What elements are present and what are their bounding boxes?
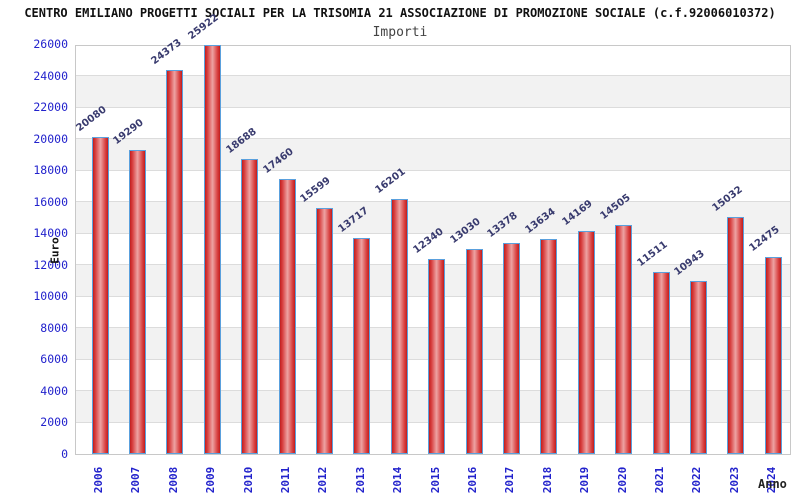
bar-2013: [353, 237, 371, 454]
x-tick-label: 2011: [279, 466, 292, 494]
x-tick-label: 2023: [727, 466, 741, 494]
x-tick-label: 2015: [428, 466, 442, 494]
bar-value-label: 14169: [560, 197, 595, 228]
x-tick-label: 2014: [391, 466, 405, 494]
y-tick-label: 18000: [33, 163, 68, 178]
bar-value-label: 15032: [710, 184, 745, 214]
chart-title: CENTRO EMILIANO PROGETTI SOCIALI PER LA …: [24, 6, 776, 20]
y-tick-label: 24000: [33, 68, 68, 83]
bar-2021: [652, 272, 670, 454]
x-tick-label: 2009: [204, 466, 218, 494]
bar-value-label: 17460: [261, 145, 296, 176]
bar-value-label: 18688: [223, 126, 259, 157]
bar-2022: [689, 281, 707, 454]
bar-2016: [465, 248, 483, 454]
y-tick-label: 26000: [33, 37, 68, 51]
gridline: [76, 138, 790, 140]
bar-value-label: 12340: [410, 226, 446, 257]
bar-2014: [390, 198, 408, 454]
bar-2006: [91, 137, 109, 454]
bar-2019: [577, 230, 595, 454]
y-tick-label: 12000: [33, 257, 68, 272]
bar-value-label: 24373: [149, 36, 184, 67]
y-tick-label: 0: [61, 447, 68, 461]
bar-2020: [615, 225, 633, 454]
x-tick-label: 2008: [166, 466, 180, 494]
gridline: [76, 106, 790, 108]
y-tick-label: 2000: [40, 415, 68, 430]
bar-2023: [727, 216, 745, 454]
bar-2017: [502, 243, 520, 454]
bar-value-label: 13717: [336, 204, 371, 235]
x-tick-label: 2012: [316, 466, 330, 494]
bar-value-label: 19290: [111, 117, 147, 147]
bar-2007: [128, 149, 146, 454]
bar-value-label: 13634: [523, 206, 558, 237]
gridline: [76, 169, 790, 171]
x-tick-label: 2006: [92, 466, 105, 494]
bar-2024: [764, 257, 782, 454]
bar-2018: [540, 239, 558, 454]
y-tick-label: 14000: [33, 226, 68, 241]
y-tick-label: 20000: [33, 131, 68, 146]
x-tick-label: 2017: [503, 466, 517, 494]
bar-2012: [315, 208, 333, 454]
gridline: [76, 201, 790, 203]
x-tick-label: 2013: [353, 466, 367, 494]
bar-2008: [166, 69, 184, 454]
x-tick-label: 2020: [615, 466, 629, 494]
plot-area: 20080 19290 24373 25922 18688 17460 15599 13717…: [74, 13, 791, 455]
y-tick-label: 10000: [33, 289, 68, 304]
gridline: [76, 75, 790, 77]
gridline: [76, 232, 790, 234]
x-tick-label: 2010: [241, 466, 255, 494]
x-tick-label: 2018: [540, 466, 554, 494]
y-tick-label: 22000: [33, 100, 68, 115]
chart-subtitle: Importi: [372, 25, 428, 40]
bar-value-label: 20080: [74, 104, 109, 135]
y-axis-title: Euro: [48, 237, 62, 264]
y-tick-label: 6000: [40, 352, 68, 367]
bar-value-label: 13030: [448, 215, 483, 246]
y-tick-label: 4000: [40, 383, 68, 398]
bar-2011: [278, 178, 296, 454]
bar-2010: [241, 159, 259, 454]
x-tick-label: 2019: [578, 466, 592, 494]
bar-value-label: 13378: [485, 210, 521, 241]
x-tick-label: 2021: [653, 466, 666, 494]
bar-2015: [428, 259, 446, 454]
y-tick-label: 8000: [40, 320, 68, 335]
x-tick-label: 2022: [690, 466, 704, 494]
x-axis-title: Anno: [758, 477, 787, 491]
bar-2009: [203, 45, 221, 454]
x-tick-label: 2007: [129, 466, 143, 494]
y-tick-label: 16000: [33, 194, 68, 209]
x-tick-label: 2016: [466, 466, 479, 494]
bar-value-label: 14505: [597, 192, 633, 223]
bar-value-label: 12475: [747, 224, 782, 255]
